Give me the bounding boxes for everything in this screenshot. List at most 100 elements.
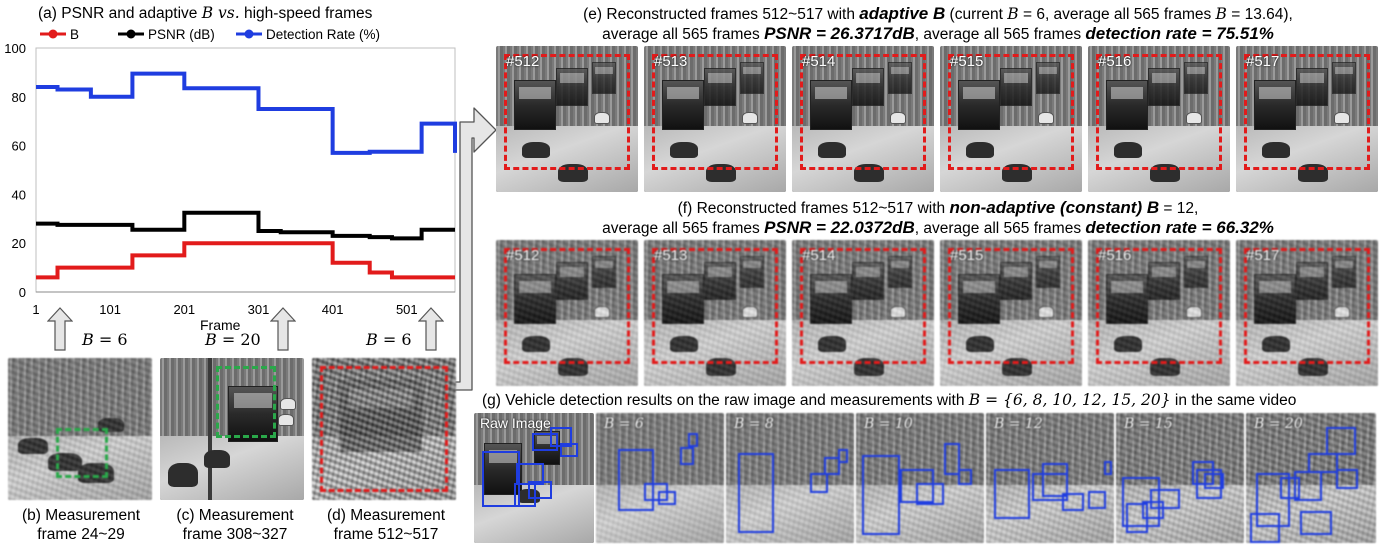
x-tick-label: 201 (173, 302, 195, 317)
detection-panel: B = 20 (1246, 413, 1376, 543)
detection-box (1336, 469, 1358, 489)
detection-box (810, 473, 828, 493)
frame-tile-e-3: #515 (940, 46, 1082, 192)
b-value-label-2: B = 20 (205, 330, 261, 349)
x-tick-label: 301 (248, 302, 270, 317)
detection-box (618, 449, 654, 511)
section-e-caption-line2: average all 565 frames PSNR = 26.3717dB,… (602, 24, 1274, 43)
detection-box (1280, 477, 1300, 499)
detection-box (532, 433, 558, 451)
chart-legend: B PSNR (dB) Detection Rate (%) (40, 27, 380, 42)
up-arrow-icon (418, 307, 444, 351)
caption-c: (c) Measurement frame 308~327 (176, 507, 294, 543)
frame-number-label: #512 (506, 53, 540, 70)
detection-box (1308, 453, 1338, 473)
raw-image-panel: Raw Image (474, 413, 594, 543)
detection-box (1250, 513, 1280, 543)
frame-tile-e-4: #516 (1088, 46, 1230, 192)
frame-number-label: #513 (654, 53, 688, 70)
detection-panel: B = 10 (856, 413, 984, 543)
caption-b: (b) Measurement frame 24~29 (21, 507, 140, 543)
detection-box (1126, 503, 1148, 533)
detection-box (862, 455, 900, 535)
section-f-caption-line2: average all 565 frames PSNR = 22.0372dB,… (602, 218, 1274, 237)
detection-box (1150, 489, 1180, 509)
frame-number-label: #517 (1246, 247, 1280, 264)
frame-number-label: #517 (1246, 53, 1280, 70)
detection-box (688, 433, 698, 447)
raw-image-label: Raw Image (480, 415, 551, 431)
frame-number-label: #514 (802, 247, 836, 264)
detection-box (958, 469, 972, 485)
section-f-caption-line1: (f) Reconstructed frames 512~517 with no… (677, 198, 1199, 217)
caption-d: (d) Measurement frame 512~517 (326, 507, 445, 543)
series-line-0 (36, 241, 455, 280)
y-tick-label: 40 (12, 187, 26, 202)
frame-tile-f-5: #517 (1236, 240, 1378, 386)
x-tick-label: 401 (322, 302, 344, 317)
y-tick-label: 100 (4, 41, 26, 56)
frame-tile-e-0: #512 (496, 46, 638, 192)
series-line-2 (36, 71, 457, 155)
detection-box (514, 483, 536, 507)
detection-box (1294, 471, 1322, 501)
detection-box (1042, 463, 1068, 497)
frame-number-label: #516 (1098, 247, 1132, 264)
y-tick-label: 80 (12, 90, 26, 105)
detection-box (738, 453, 774, 533)
psnr-detection-chart: B PSNR (dB) Detection Rate (%) 0 20 40 60 80 10… (4, 27, 457, 317)
up-arrow-icon (47, 307, 73, 351)
frame-tile-e-1: #513 (644, 46, 786, 192)
legend-label-2: Detection Rate (%) (266, 27, 380, 42)
b-panel-label: B = 8 (734, 416, 774, 432)
frame-number-label: #512 (506, 247, 540, 264)
frame-tile-e-5: #517 (1236, 46, 1378, 192)
frame-number-label: #513 (654, 247, 688, 264)
detection-box (994, 469, 1030, 519)
y-tick-label: 0 (19, 285, 26, 300)
detection-panel: B = 15 (1116, 413, 1244, 543)
plot-frame (35, 47, 456, 293)
detection-box (1204, 473, 1224, 489)
detection-box (1062, 493, 1084, 511)
up-arrow-icon (270, 307, 296, 351)
y-tick-label: 20 (12, 236, 26, 251)
detection-box (1104, 461, 1112, 475)
frame-tile-f-3: #515 (940, 240, 1082, 386)
detection-box (482, 451, 520, 507)
b-panel-label: B = 6 (604, 416, 644, 432)
measurement-image-b (8, 358, 152, 500)
detection-box (944, 443, 960, 475)
detection-panel: B = 6 (596, 413, 724, 543)
x-tick-label: 501 (396, 302, 418, 317)
detection-panel: B = 8 (726, 413, 854, 543)
x-axis-label: Frame (200, 317, 241, 333)
detection-box (680, 447, 694, 465)
section-g-caption: (g) Vehicle detection results on the raw… (482, 391, 1297, 409)
b-value-label-3: B = 6 (366, 330, 412, 349)
b-value-label-1: B = 6 (82, 330, 128, 349)
detection-box (824, 457, 840, 475)
measurement-image-d (312, 358, 456, 500)
x-tick-label: 1 (32, 302, 39, 317)
bent-arrow-icon (443, 107, 497, 391)
chart-title: (a) PSNR and adaptive B vs. high-speed f… (38, 4, 373, 22)
b-panel-label: B = 15 (1124, 416, 1173, 432)
frame-tile-e-2: #514 (792, 46, 934, 192)
legend-label-1: PSNR (dB) (148, 27, 215, 42)
b-panel-label: B = 20 (1254, 416, 1303, 432)
frame-number-label: #514 (802, 53, 836, 70)
detection-box (1142, 501, 1164, 519)
detection-box (560, 443, 578, 457)
legend-marker-1 (126, 29, 136, 39)
frame-tile-f-4: #516 (1088, 240, 1230, 386)
x-tick-label: 101 (99, 302, 121, 317)
detection-panel: B = 12 (986, 413, 1114, 543)
series-line-1 (36, 210, 455, 241)
b-panel-label: B = 12 (994, 416, 1043, 432)
frame-number-label: #515 (950, 247, 984, 264)
legend-marker-0 (48, 29, 58, 39)
legend-marker-2 (244, 29, 254, 39)
detection-box (1088, 491, 1106, 509)
detection-box (1300, 511, 1332, 535)
